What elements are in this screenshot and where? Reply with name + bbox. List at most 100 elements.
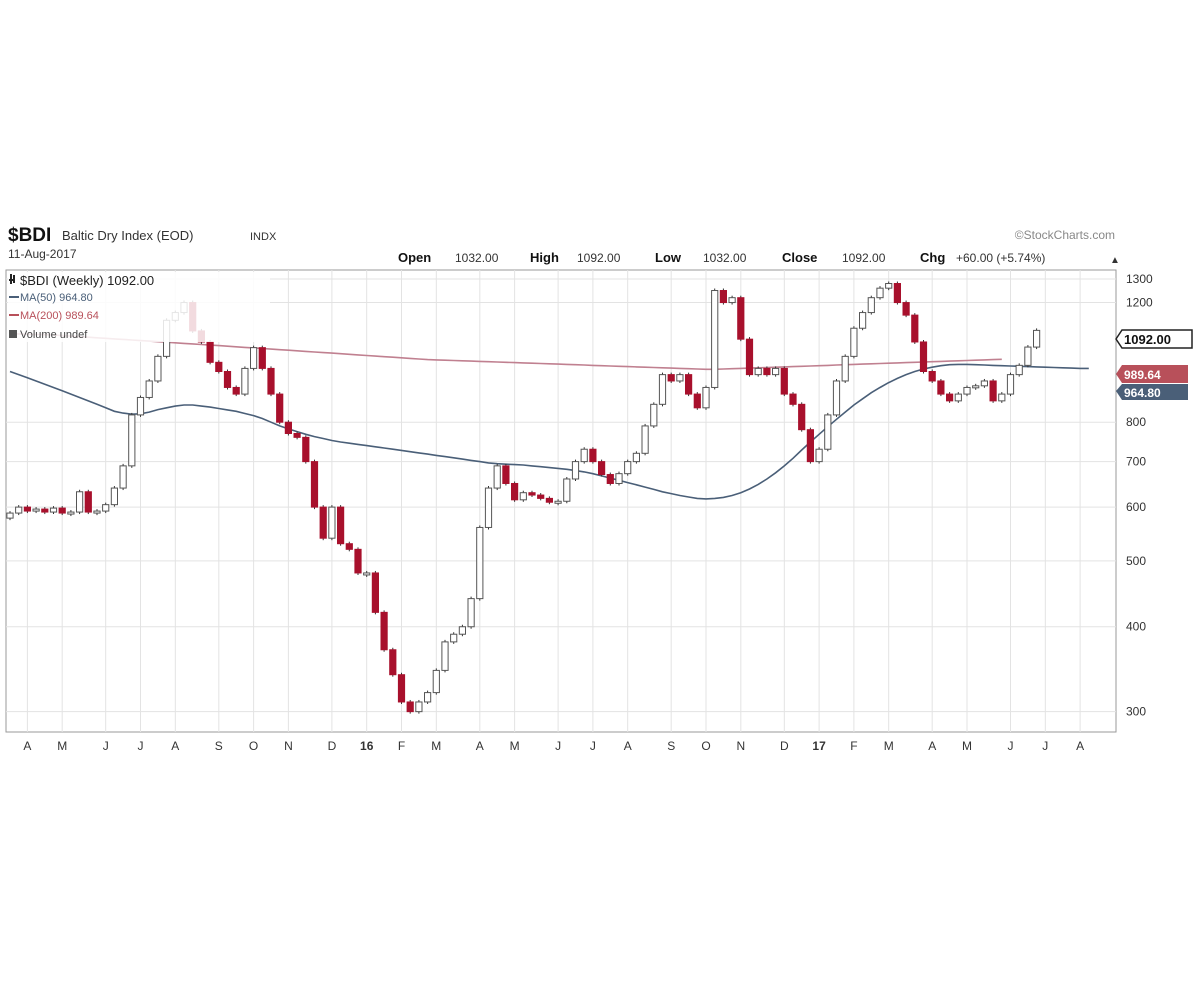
x-axis: A M J J A S O N D 16 F M A M J J A S O N D 17 F M A M J J A bbox=[23, 739, 1084, 753]
candle bbox=[49, 506, 58, 515]
candle bbox=[606, 472, 614, 486]
candle-body bbox=[6, 512, 14, 519]
candle-body bbox=[206, 341, 214, 363]
x-tick-label: 16 bbox=[360, 739, 374, 753]
close-value: 1092.00 bbox=[842, 251, 886, 265]
candle-body bbox=[893, 283, 901, 304]
candle bbox=[624, 459, 632, 476]
candle-body bbox=[276, 393, 284, 423]
candle bbox=[972, 383, 980, 390]
candle bbox=[450, 632, 458, 644]
candle bbox=[763, 366, 771, 377]
candle bbox=[84, 489, 92, 515]
candle-legend-icon bbox=[9, 274, 15, 284]
candle-body bbox=[850, 327, 858, 357]
candle-body bbox=[902, 302, 910, 316]
candle bbox=[67, 510, 75, 517]
candle bbox=[946, 392, 954, 403]
candle-body bbox=[650, 403, 658, 427]
candle bbox=[276, 392, 284, 425]
legend-volume: Volume undef bbox=[9, 329, 88, 341]
candle-body bbox=[493, 465, 501, 489]
legend-ma200-label: MA(200) 989.64 bbox=[20, 310, 99, 322]
candle-body bbox=[49, 507, 58, 513]
candle-body bbox=[15, 506, 23, 514]
candle-body bbox=[93, 510, 101, 514]
candle-body bbox=[676, 374, 684, 382]
y-axis: 300 400 500 600 700 800 1200 1300 bbox=[1126, 272, 1153, 719]
moving-averages bbox=[9, 332, 1089, 500]
candle-body bbox=[302, 436, 310, 463]
candle-body bbox=[711, 290, 719, 388]
candle bbox=[772, 366, 780, 377]
y-tick-label: 400 bbox=[1126, 620, 1146, 634]
candle bbox=[119, 463, 127, 491]
candle bbox=[641, 423, 649, 456]
candle-body bbox=[337, 506, 345, 545]
candle-body bbox=[284, 421, 292, 434]
candle bbox=[1024, 345, 1032, 368]
x-tick-label: D bbox=[328, 739, 337, 753]
candle-body bbox=[763, 367, 771, 376]
candle bbox=[76, 489, 84, 515]
candle-body bbox=[241, 367, 249, 395]
candle bbox=[476, 525, 484, 601]
candle-body bbox=[989, 380, 997, 402]
candle-body bbox=[363, 572, 371, 576]
candle bbox=[128, 412, 136, 468]
candle bbox=[1015, 363, 1023, 377]
candle-body bbox=[745, 338, 754, 376]
candle-body bbox=[737, 297, 745, 340]
candle-body bbox=[806, 429, 814, 463]
x-tick-label: F bbox=[850, 739, 857, 753]
legend-background bbox=[8, 272, 270, 342]
candle-body bbox=[606, 474, 614, 484]
candle-body bbox=[154, 355, 162, 382]
candle bbox=[102, 502, 110, 514]
candle bbox=[824, 412, 832, 452]
candle-body bbox=[102, 504, 110, 512]
candle bbox=[258, 345, 266, 371]
x-tick-label: J bbox=[103, 739, 109, 753]
candle bbox=[519, 490, 527, 502]
candle bbox=[302, 435, 310, 464]
candle bbox=[206, 339, 214, 365]
candle bbox=[328, 505, 336, 541]
x-tick-label: O bbox=[701, 739, 710, 753]
volume-legend-icon bbox=[9, 330, 17, 338]
candle bbox=[310, 459, 319, 510]
candle-body bbox=[502, 465, 510, 484]
candle bbox=[563, 476, 571, 504]
candle-body bbox=[458, 626, 466, 635]
candle bbox=[598, 459, 606, 477]
candle bbox=[145, 378, 153, 400]
candle-body bbox=[310, 461, 319, 508]
candle-body bbox=[859, 312, 867, 329]
legend-ma50-label: MA(50) 964.80 bbox=[20, 292, 93, 304]
candle bbox=[93, 509, 101, 516]
candle-body bbox=[223, 370, 232, 388]
candle-body bbox=[397, 674, 406, 703]
candle bbox=[389, 647, 397, 677]
legend: $BDI (Weekly) 1092.00 MA(50) 964.80 MA(2… bbox=[8, 272, 270, 342]
candle-body bbox=[415, 701, 423, 713]
candle bbox=[337, 505, 345, 546]
candle bbox=[737, 295, 745, 342]
chg-arrow-icon: ▲ bbox=[1110, 255, 1120, 266]
candle bbox=[232, 385, 240, 397]
candle bbox=[658, 372, 667, 407]
candle-body bbox=[67, 511, 75, 515]
candle-body bbox=[798, 403, 806, 431]
candle bbox=[859, 310, 867, 331]
candle bbox=[841, 354, 849, 383]
candle-body bbox=[145, 380, 153, 398]
candle-body bbox=[424, 692, 432, 703]
candle-body bbox=[563, 478, 571, 502]
candle-body bbox=[476, 526, 484, 600]
candle bbox=[284, 420, 292, 436]
candle-body bbox=[832, 380, 841, 416]
candle bbox=[424, 690, 432, 704]
candle-body bbox=[136, 396, 145, 416]
candle-body bbox=[867, 297, 875, 314]
source-watermark: ©StockCharts.com bbox=[1015, 228, 1115, 242]
